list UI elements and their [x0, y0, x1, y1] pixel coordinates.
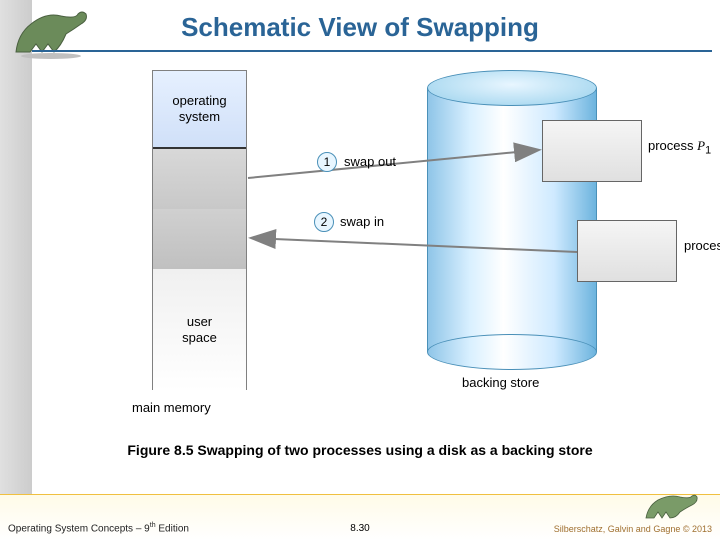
userspace-label: userspace	[182, 314, 217, 345]
left-sidebar	[0, 0, 32, 540]
user-space-region: userspace	[153, 269, 246, 391]
swap-out-label: swap out	[344, 154, 396, 169]
step-1-badge: 1	[317, 152, 337, 172]
p1-var: P	[697, 138, 705, 153]
p1-prefix: process	[648, 138, 697, 153]
memory-slot-2	[153, 209, 246, 269]
title-underline	[32, 50, 712, 52]
os-region: operatingsystem	[153, 71, 246, 149]
slide-footer: Operating System Concepts – 9th Edition …	[0, 494, 720, 540]
swapping-diagram: operatingsystem userspace main memory ba…	[32, 60, 720, 440]
figure-caption: Figure 8.5 Swapping of two processes usi…	[0, 442, 720, 458]
step-1-num: 1	[324, 155, 331, 169]
main-memory-label: main memory	[132, 400, 211, 415]
swap-in-label: swap in	[340, 214, 384, 229]
cylinder-top	[427, 70, 597, 106]
process-p2-label: process P2	[684, 238, 720, 257]
process-p1-box	[542, 120, 642, 182]
main-memory-column: operatingsystem userspace	[152, 70, 247, 390]
p2-prefix: process	[684, 238, 720, 253]
backing-store-label: backing store	[462, 375, 539, 390]
cylinder-bottom	[427, 334, 597, 370]
step-2-badge: 2	[314, 212, 334, 232]
p1-sub: 1	[705, 145, 711, 157]
os-label: operatingsystem	[172, 93, 226, 124]
process-p2-box	[577, 220, 677, 282]
slide-title: Schematic View of Swapping	[0, 12, 720, 43]
backing-store-cylinder	[427, 70, 597, 370]
process-p1-label: process P1	[648, 138, 711, 157]
dinosaur-logo-bottom	[640, 490, 700, 522]
step-2-num: 2	[321, 215, 328, 229]
footer-copyright: Silberschatz, Galvin and Gagne © 2013	[554, 524, 712, 534]
memory-slot-1	[153, 149, 246, 209]
